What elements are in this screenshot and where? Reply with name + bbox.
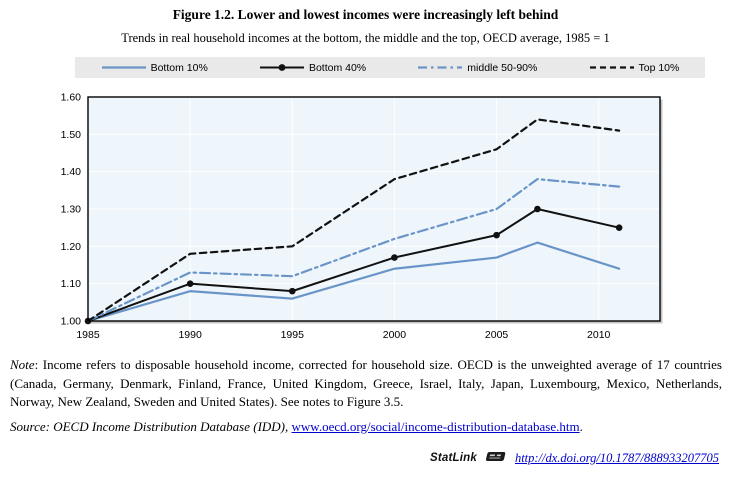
x-tick-label: 1995	[281, 329, 305, 341]
series-marker-bottom-40-	[391, 254, 398, 261]
y-tick-label: 1.50	[61, 129, 82, 141]
series-marker-bottom-40-	[615, 224, 623, 231]
statlink-url[interactable]: http://dx.doi.org/10.1787/888933207705	[514, 450, 719, 465]
x-tick-label: 1985	[76, 329, 100, 341]
legend-line-bottom-10-icon	[101, 62, 147, 73]
series-line-top-10-	[86, 118, 621, 323]
source-link[interactable]: www.oecd.org/social/income-distribution-…	[291, 419, 580, 434]
figure-note: Note: Income refers to disposable househ…	[10, 356, 722, 412]
figure-title: Figure 1.2. Lower and lowest incomes wer…	[172, 7, 559, 22]
note-text: : Income refers to disposable household …	[10, 357, 722, 409]
legend-line-middle-50-90-icon	[417, 62, 463, 73]
plot-frame	[87, 96, 661, 322]
y-tick-label: 1.60	[61, 92, 82, 104]
x-tick-label: 2000	[383, 329, 407, 341]
series-line-middle-50-90-	[86, 178, 621, 323]
y-tick-label: 1.10	[61, 278, 82, 290]
legend-line-bottom-40-icon	[259, 62, 305, 73]
legend-label: Top 10%	[638, 61, 680, 74]
y-tick-label: 1.00	[61, 316, 82, 328]
legend-label: Bottom 40%	[308, 61, 367, 74]
series-marker-bottom-40-	[288, 287, 296, 295]
note-label: Note	[10, 357, 35, 372]
legend-item-bottom-10: Bottom 10%	[101, 62, 208, 74]
legend-item-top-10: Top 10%	[589, 61, 680, 74]
y-tick-label: 1.40	[61, 166, 82, 178]
chart-legend: Bottom 10% Bottom 40% middle 50-90% Top …	[75, 57, 705, 78]
x-tick-label: 1990	[178, 329, 202, 341]
source-suffix: .	[579, 419, 583, 434]
legend-line-top-10-icon	[589, 62, 635, 73]
legend-item-bottom-40: Bottom 40%	[259, 62, 366, 74]
figure-subtitle: Trends in real household incomes at the …	[121, 31, 610, 45]
x-tick-label: 2010	[587, 329, 611, 341]
statlink-icon	[484, 449, 508, 467]
legend-label: middle 50-90%	[467, 61, 538, 74]
figure-source: Source: OECD Income Distribution Databas…	[10, 419, 583, 435]
series-marker-bottom-40-	[186, 280, 194, 287]
series-marker-bottom-40-	[534, 205, 541, 213]
source-prefix: Source: OECD Income Distribution Databas…	[10, 419, 292, 434]
series-marker-bottom-40-	[493, 231, 500, 239]
statlink-row: StatLink http://dx.doi.org/10.1787/88893…	[430, 449, 719, 467]
y-tick-label: 1.30	[61, 204, 82, 216]
statlink-logo: StatLink	[429, 452, 477, 464]
x-tick-label: 2005	[485, 329, 509, 341]
legend-label: Bottom 10%	[150, 61, 208, 74]
series-line-bottom-10-	[86, 241, 621, 323]
income-trends-line-chart: 1.00 1.10 1.20 1.30 1.40 1.50 1.60 1985 1990 1995…	[61, 92, 663, 341]
y-tick-label: 1.20	[61, 241, 82, 253]
chart-area: 1.00 1.10 1.20 1.30 1.40 1.50 1.60 1985 1990 1995…	[0, 90, 731, 350]
legend-item-middle-50-90: middle 50-90%	[417, 62, 537, 74]
